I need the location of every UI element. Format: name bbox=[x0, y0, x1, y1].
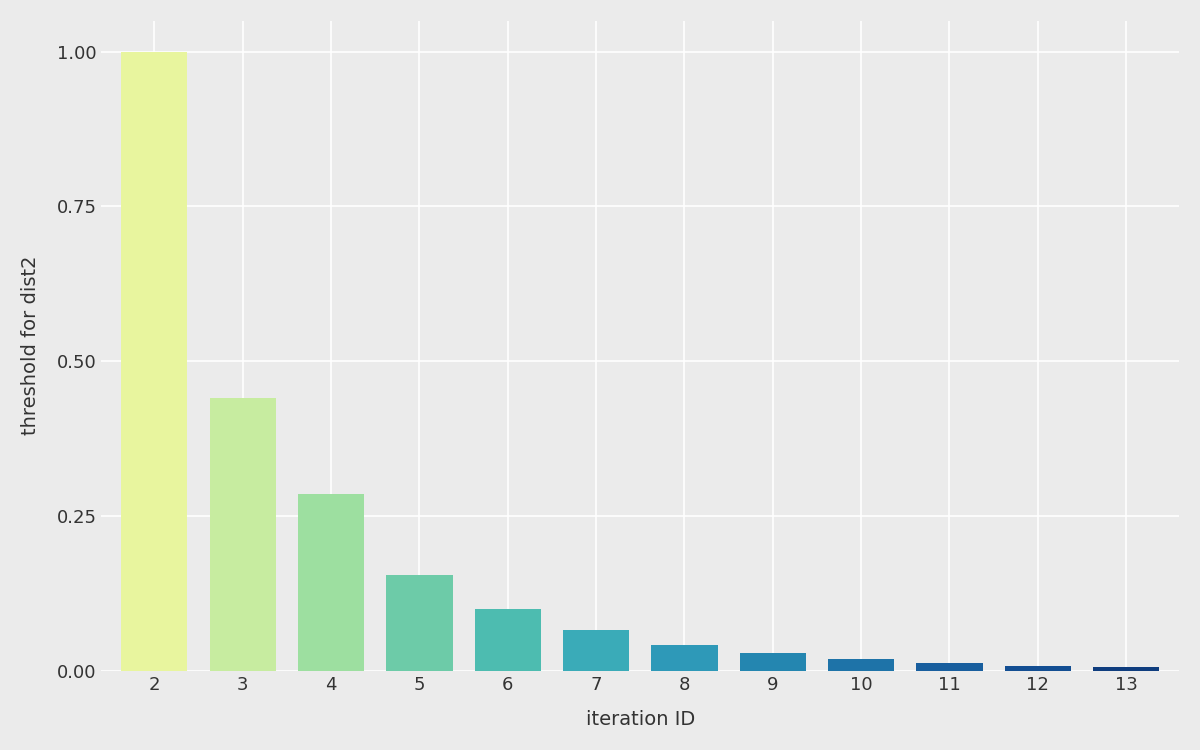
Bar bbox=[652, 645, 718, 670]
Bar bbox=[298, 494, 364, 670]
Bar bbox=[386, 574, 452, 670]
X-axis label: iteration ID: iteration ID bbox=[586, 710, 695, 729]
Bar bbox=[828, 659, 894, 670]
Bar bbox=[1093, 667, 1159, 670]
Bar bbox=[1004, 666, 1070, 670]
Bar bbox=[121, 52, 187, 670]
Y-axis label: threshold for dist2: threshold for dist2 bbox=[20, 256, 40, 436]
Bar bbox=[917, 663, 983, 670]
Bar bbox=[563, 631, 629, 670]
Bar bbox=[210, 398, 276, 670]
Bar bbox=[739, 653, 806, 670]
Bar bbox=[475, 609, 541, 670]
